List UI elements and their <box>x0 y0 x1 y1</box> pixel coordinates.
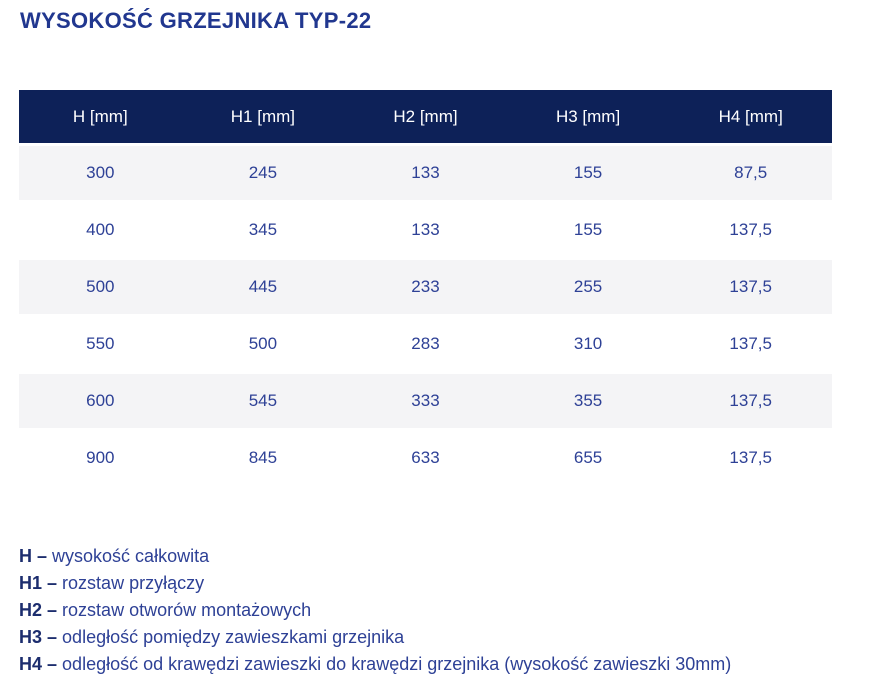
legend-definition: odległość pomiędzy zawieszkami grzejnika <box>62 627 405 647</box>
table-cell: 155 <box>506 144 670 203</box>
table-row: 400 345 133 155 137,5 <box>19 201 832 260</box>
table-cell: 233 <box>344 258 507 317</box>
legend-term: H – <box>19 546 48 566</box>
table-cell: 300 <box>19 144 182 203</box>
legend-term: H2 – <box>19 600 58 620</box>
table-cell: 550 <box>19 315 182 374</box>
legend-item: H4 – odległość od krawędzi zawieszki do … <box>19 651 864 678</box>
column-header: H [mm] <box>19 90 182 146</box>
table-cell: 283 <box>344 315 507 374</box>
table-cell: 545 <box>181 372 345 431</box>
table-cell: 155 <box>506 201 670 260</box>
table-cell: 137,5 <box>669 315 832 374</box>
legend-definition: rozstaw otworów montażowych <box>62 600 312 620</box>
table-cell: 633 <box>344 429 507 488</box>
legend: H – wysokość całkowita H1 – rozstaw przył… <box>19 543 864 678</box>
table-cell: 845 <box>181 429 345 488</box>
table-row: 550 500 283 310 137,5 <box>19 315 832 374</box>
column-header: H1 [mm] <box>181 90 345 146</box>
legend-definition: wysokość całkowita <box>52 546 210 566</box>
table-cell: 333 <box>344 372 507 431</box>
radiator-height-table: H [mm] H1 [mm] H2 [mm] H3 [mm] H4 [mm] 300 24… <box>19 90 832 488</box>
column-header: H2 [mm] <box>344 90 507 146</box>
legend-item: H2 – rozstaw otworów montażowych <box>19 597 864 624</box>
table-cell: 133 <box>344 144 507 203</box>
table-body: 300 245 133 155 87,5 400 345 133 155 137,5 500 445 2… <box>19 144 832 488</box>
table-cell: 600 <box>19 372 182 431</box>
legend-term: H3 – <box>19 627 58 647</box>
table-row: 600 545 333 355 137,5 <box>19 372 832 431</box>
table-cell: 500 <box>19 258 182 317</box>
legend-item: H3 – odległość pomiędzy zawieszkami grze… <box>19 624 864 651</box>
table-cell: 900 <box>19 429 182 488</box>
table-cell: 87,5 <box>669 144 832 203</box>
legend-term: H1 – <box>19 573 58 593</box>
table-cell: 345 <box>181 201 345 260</box>
legend-item: H – wysokość całkowita <box>19 543 864 570</box>
legend-definition: odległość od krawędzi zawieszki do krawę… <box>62 654 732 674</box>
table-head: H [mm] H1 [mm] H2 [mm] H3 [mm] H4 [mm] <box>19 90 832 146</box>
table-cell: 445 <box>181 258 345 317</box>
table-cell: 655 <box>506 429 670 488</box>
table-cell: 133 <box>344 201 507 260</box>
legend-item: H1 – rozstaw przyłączy <box>19 570 864 597</box>
table-cell: 255 <box>506 258 670 317</box>
table-cell: 245 <box>181 144 345 203</box>
table-cell: 137,5 <box>669 201 832 260</box>
table-header-row: H [mm] H1 [mm] H2 [mm] H3 [mm] H4 [mm] <box>19 90 832 146</box>
table-cell: 310 <box>506 315 670 374</box>
column-header: H3 [mm] <box>506 90 670 146</box>
legend-definition: rozstaw przyłączy <box>62 573 205 593</box>
table-cell: 137,5 <box>669 429 832 488</box>
table-row: 500 445 233 255 137,5 <box>19 258 832 317</box>
legend-term: H4 – <box>19 654 58 674</box>
table-row: 900 845 633 655 137,5 <box>19 429 832 488</box>
table-cell: 500 <box>181 315 345 374</box>
table-cell: 137,5 <box>669 258 832 317</box>
table-row: 300 245 133 155 87,5 <box>19 144 832 203</box>
column-header: H4 [mm] <box>669 90 832 146</box>
table-cell: 355 <box>506 372 670 431</box>
table-cell: 137,5 <box>669 372 832 431</box>
page-title: WYSOKOŚĆ GRZEJNIKA TYP-22 <box>20 8 372 33</box>
table-cell: 400 <box>19 201 182 260</box>
